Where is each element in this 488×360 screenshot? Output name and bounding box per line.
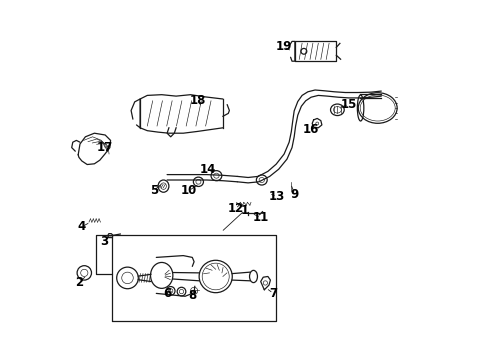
Text: 5: 5: [149, 184, 158, 197]
Text: 1: 1: [240, 204, 248, 217]
Text: 2: 2: [75, 276, 83, 289]
Text: 8: 8: [188, 289, 196, 302]
Text: 7: 7: [269, 287, 277, 300]
Text: 17: 17: [97, 141, 113, 154]
Text: 3: 3: [100, 235, 108, 248]
Text: 10: 10: [180, 184, 197, 197]
Text: 4: 4: [78, 220, 86, 233]
Text: 12: 12: [227, 202, 243, 215]
Text: 6: 6: [163, 287, 171, 300]
Text: 16: 16: [302, 123, 319, 136]
Text: 13: 13: [268, 190, 285, 203]
Text: 14: 14: [199, 163, 216, 176]
Text: 19: 19: [275, 40, 291, 53]
Text: 11: 11: [252, 211, 268, 224]
Text: 15: 15: [340, 98, 356, 111]
Text: 18: 18: [189, 94, 205, 107]
Text: 9: 9: [290, 188, 299, 201]
